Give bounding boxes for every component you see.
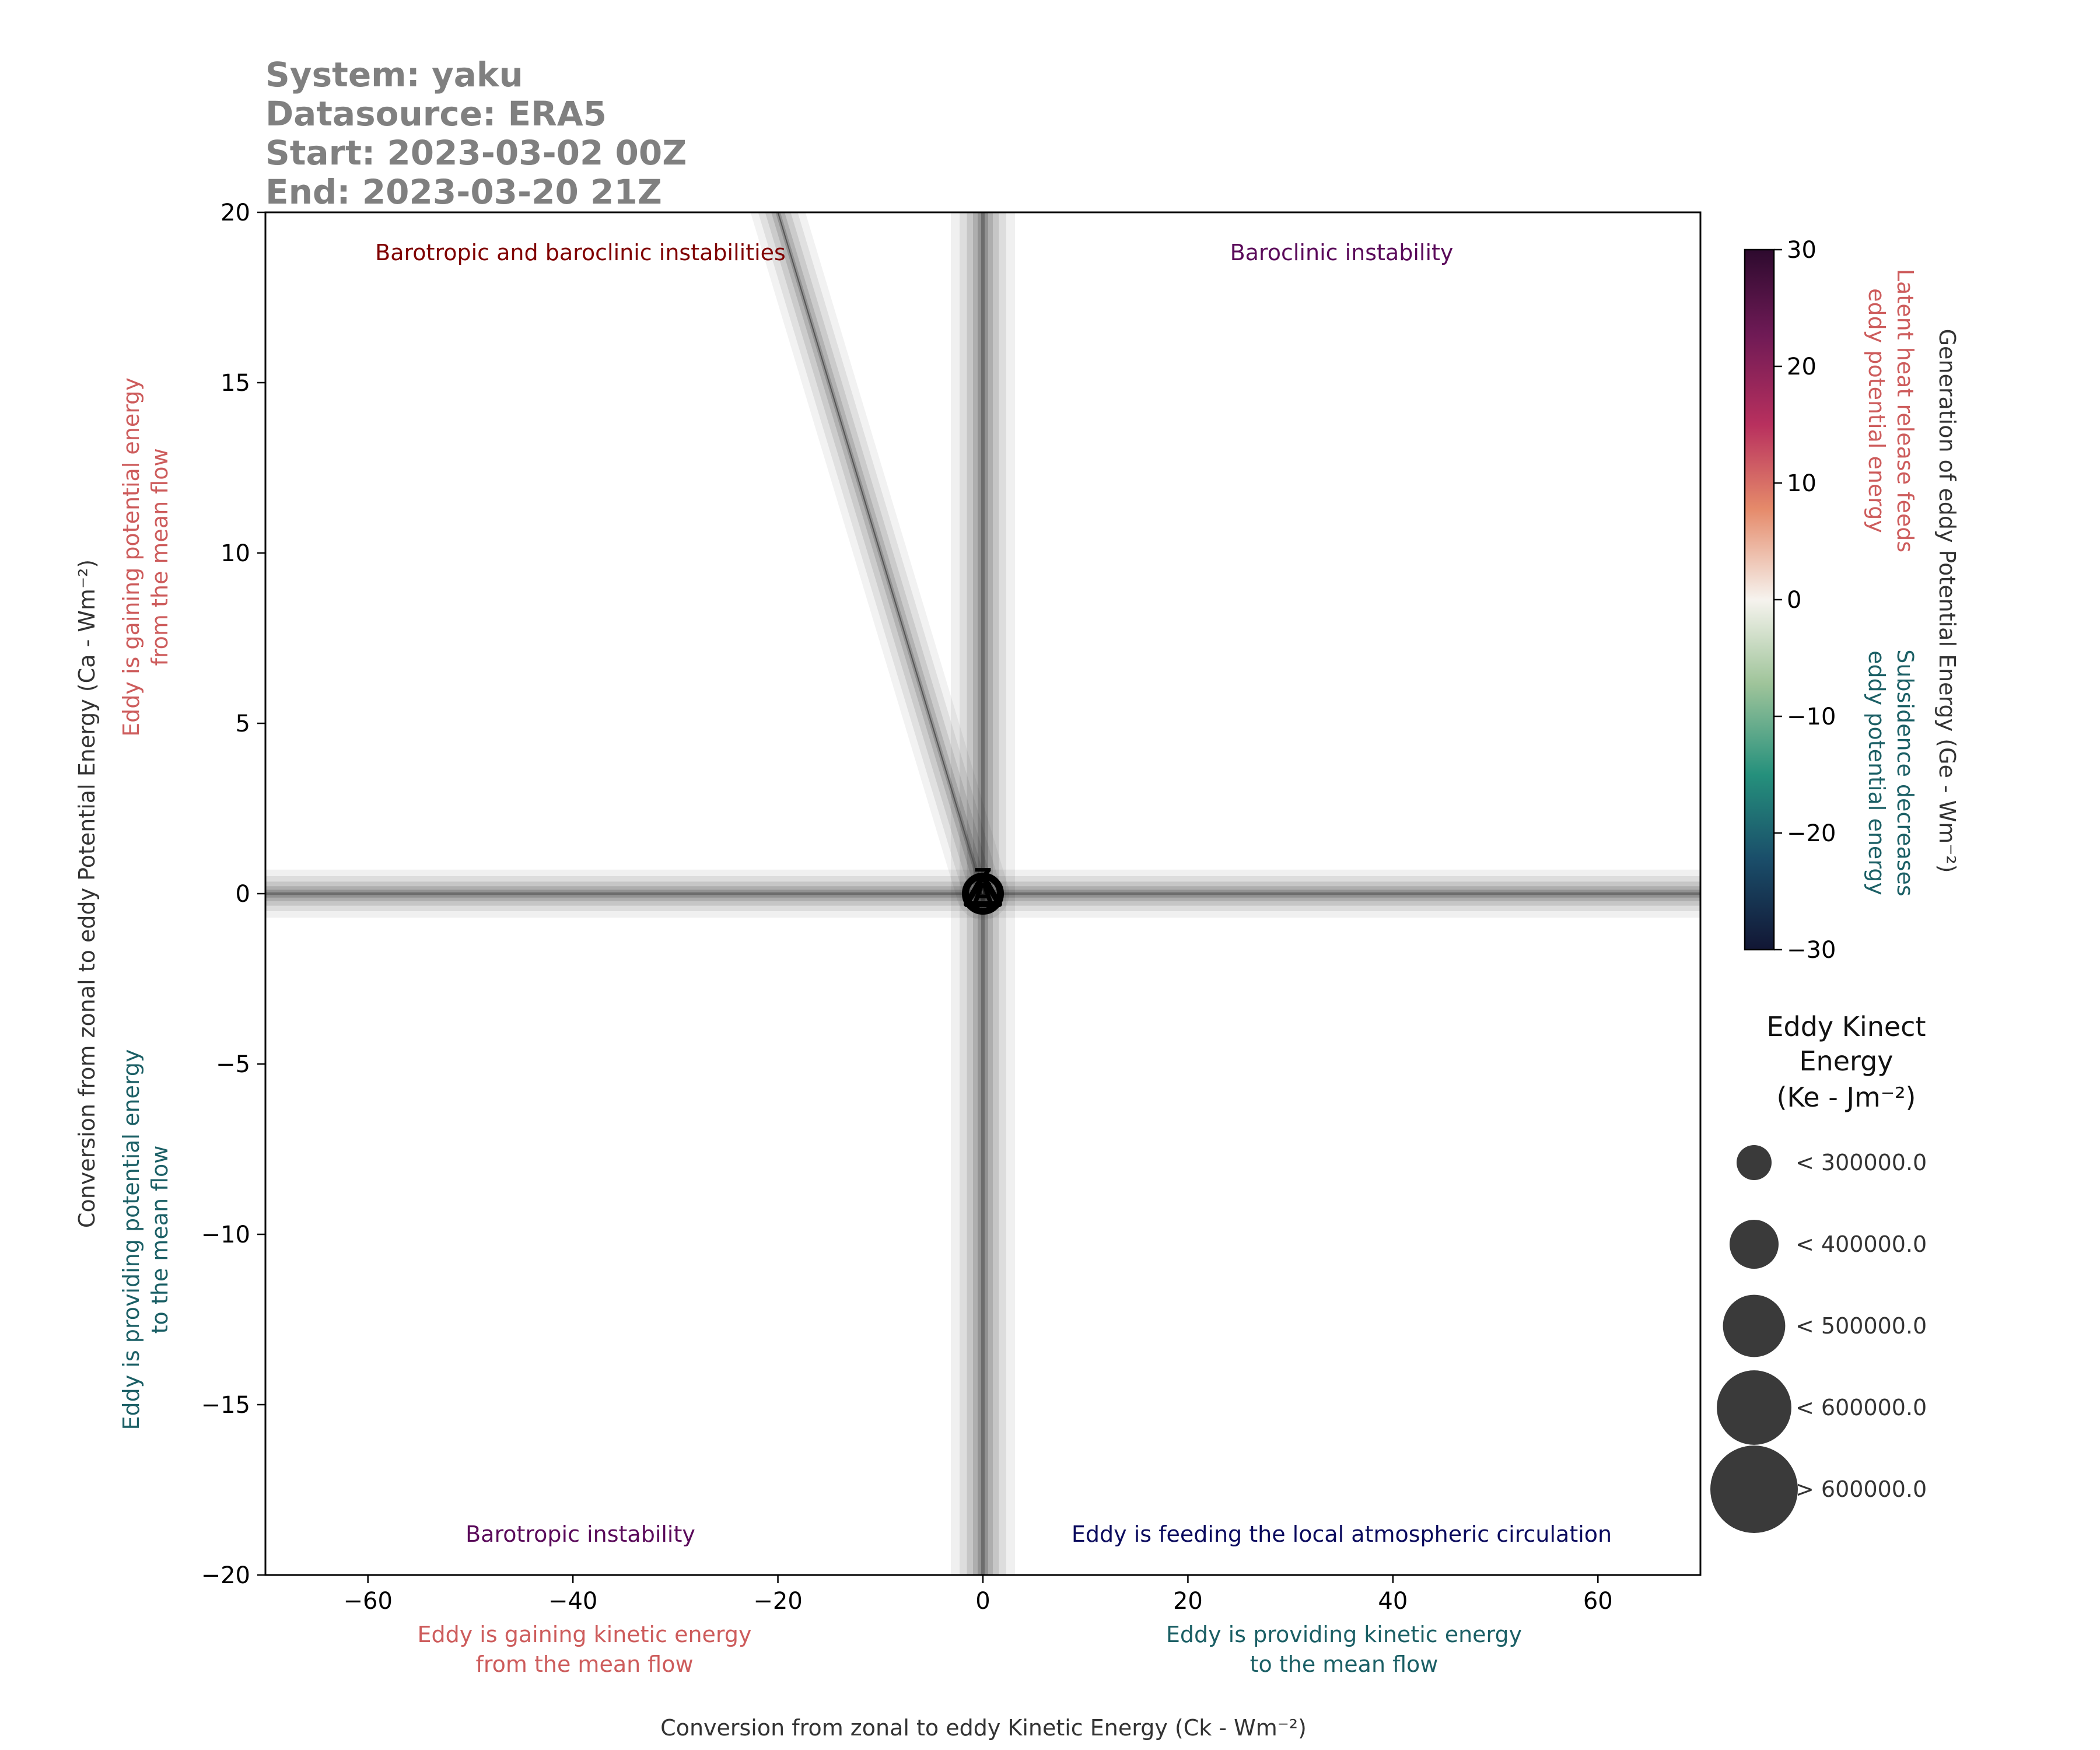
- header-datasource: Datasource: ERA5: [265, 94, 607, 134]
- x-note-left-line2: from the mean flow: [475, 1651, 693, 1677]
- colorbar: 30 20 10 0 −10 −20 −30 Latent heat release fee…: [1744, 237, 1960, 964]
- size-legend-label: < 400000.0: [1796, 1231, 1927, 1257]
- trajectory-line: [777, 212, 984, 894]
- y-tick-label: 10: [220, 540, 250, 567]
- marker-layer: AZ: [962, 863, 1004, 915]
- size-legend-marker: [1723, 1294, 1786, 1357]
- size-legend-label: < 300000.0: [1796, 1150, 1927, 1175]
- end-marker: [964, 873, 1002, 907]
- colorbar-note-top-line2: eddy potential energy: [1864, 288, 1889, 533]
- end-marker-label: Z: [974, 863, 992, 893]
- quadrant-label-top-left: Barotropic and baroclinic instabilities: [375, 240, 786, 265]
- colorbar-tick-label: −10: [1787, 704, 1836, 730]
- colorbar-note-bottom-line2: eddy potential energy: [1864, 650, 1889, 895]
- colorbar-tick-label: 0: [1787, 587, 1801, 614]
- size-legend-label: > 600000.0: [1796, 1476, 1927, 1502]
- colorbar-gradient: [1744, 249, 1775, 951]
- size-legend-entries: < 300000.0 < 400000.0 < 500000.0 < 600000.0…: [1710, 1145, 1927, 1533]
- colorbar-tick-label: 20: [1787, 354, 1817, 380]
- y-note-bottom-line2: to the mean flow: [147, 1146, 173, 1334]
- y-tick-label: 5: [236, 710, 250, 737]
- x-axis-ticks: −60 −40 −20 0 20 40 60: [344, 1575, 1613, 1615]
- header-system: System: yaku: [265, 55, 523, 94]
- header-start: Start: 2023-03-02 00Z: [265, 133, 687, 173]
- start-marker-label: A: [973, 878, 993, 908]
- x-tick-label: −40: [548, 1588, 597, 1615]
- size-legend-marker: [1717, 1370, 1791, 1445]
- size-legend-marker: [1710, 1446, 1798, 1533]
- x-note-right-line1: Eddy is providing kinetic energy: [1166, 1622, 1522, 1647]
- y-tick-label: −10: [201, 1222, 250, 1248]
- size-legend-label: < 500000.0: [1796, 1313, 1927, 1339]
- y-note-top-line1: Eddy is gaining potential energy: [118, 377, 144, 737]
- y-axis-label: Conversion from zonal to eddy Potential …: [74, 559, 100, 1228]
- plot-area: AZ −60 −40 −20 0 20 40 60 −20 −15 −10 −5 0 5 10 15 20: [201, 200, 1702, 1615]
- header-end: End: 2023-03-20 21Z: [265, 172, 662, 212]
- size-legend: Eddy Kinect Energy (Ke - Jm⁻²) < 300000.…: [1710, 1011, 1927, 1533]
- colorbar-tick-label: −30: [1787, 937, 1836, 964]
- x-note-right-line2: to the mean flow: [1250, 1651, 1438, 1677]
- colorbar-tick-label: −20: [1787, 820, 1836, 847]
- x-tick-label: 20: [1173, 1588, 1203, 1615]
- x-tick-label: 60: [1583, 1588, 1613, 1615]
- x-tick-label: −60: [344, 1588, 393, 1615]
- y-tick-label: −20: [201, 1562, 250, 1589]
- x-tick-label: 0: [975, 1588, 990, 1615]
- colorbar-note-top-line1: Latent heat release feeds: [1892, 269, 1918, 552]
- y-tick-label: 15: [220, 370, 250, 397]
- x-tick-label: −20: [753, 1588, 802, 1615]
- size-legend-marker: [1730, 1220, 1779, 1269]
- size-legend-label: < 600000.0: [1796, 1395, 1927, 1420]
- colorbar-note-bottom-line1: Subsidence decreases: [1892, 649, 1918, 896]
- y-tick-label: 0: [236, 881, 250, 908]
- x-note-left-line1: Eddy is gaining kinetic energy: [417, 1622, 751, 1647]
- y-tick-label: 20: [220, 200, 250, 226]
- x-axis-label: Conversion from zonal to eddy Kinetic En…: [660, 1715, 1307, 1741]
- size-legend-marker: [1737, 1145, 1772, 1180]
- quadrant-label-bottom-left: Barotropic instability: [466, 1521, 695, 1547]
- y-axis-ticks: −20 −15 −10 −5 0 5 10 15 20: [201, 200, 265, 1589]
- figure-header: System: yaku Datasource: ERA5 Start: 202…: [265, 55, 687, 212]
- colorbar-ticks: 30 20 10 0 −10 −20 −30: [1774, 237, 1836, 964]
- quadrant-label-bottom-right: Eddy is feeding the local atmospheric ci…: [1072, 1521, 1612, 1547]
- y-tick-label: −15: [201, 1392, 250, 1419]
- y-tick-label: −5: [216, 1051, 250, 1078]
- colorbar-tick-label: 10: [1787, 470, 1817, 497]
- trajectory-layer: [750, 212, 1009, 920]
- colorbar-label: Generation of eddy Potential Energy (Ge …: [1934, 329, 1960, 873]
- y-note-top-line2: from the mean flow: [147, 448, 173, 666]
- quadrant-label-top-right: Baroclinic instability: [1230, 240, 1454, 265]
- size-legend-title-line3: (Ke - Jm⁻²): [1776, 1082, 1916, 1113]
- y-note-bottom-line1: Eddy is providing potential energy: [118, 1049, 144, 1430]
- size-legend-title-line2: Energy: [1799, 1045, 1893, 1077]
- colorbar-tick-label: 30: [1787, 237, 1817, 264]
- size-legend-title-line1: Eddy Kinect: [1766, 1011, 1926, 1042]
- x-tick-label: 40: [1378, 1588, 1408, 1615]
